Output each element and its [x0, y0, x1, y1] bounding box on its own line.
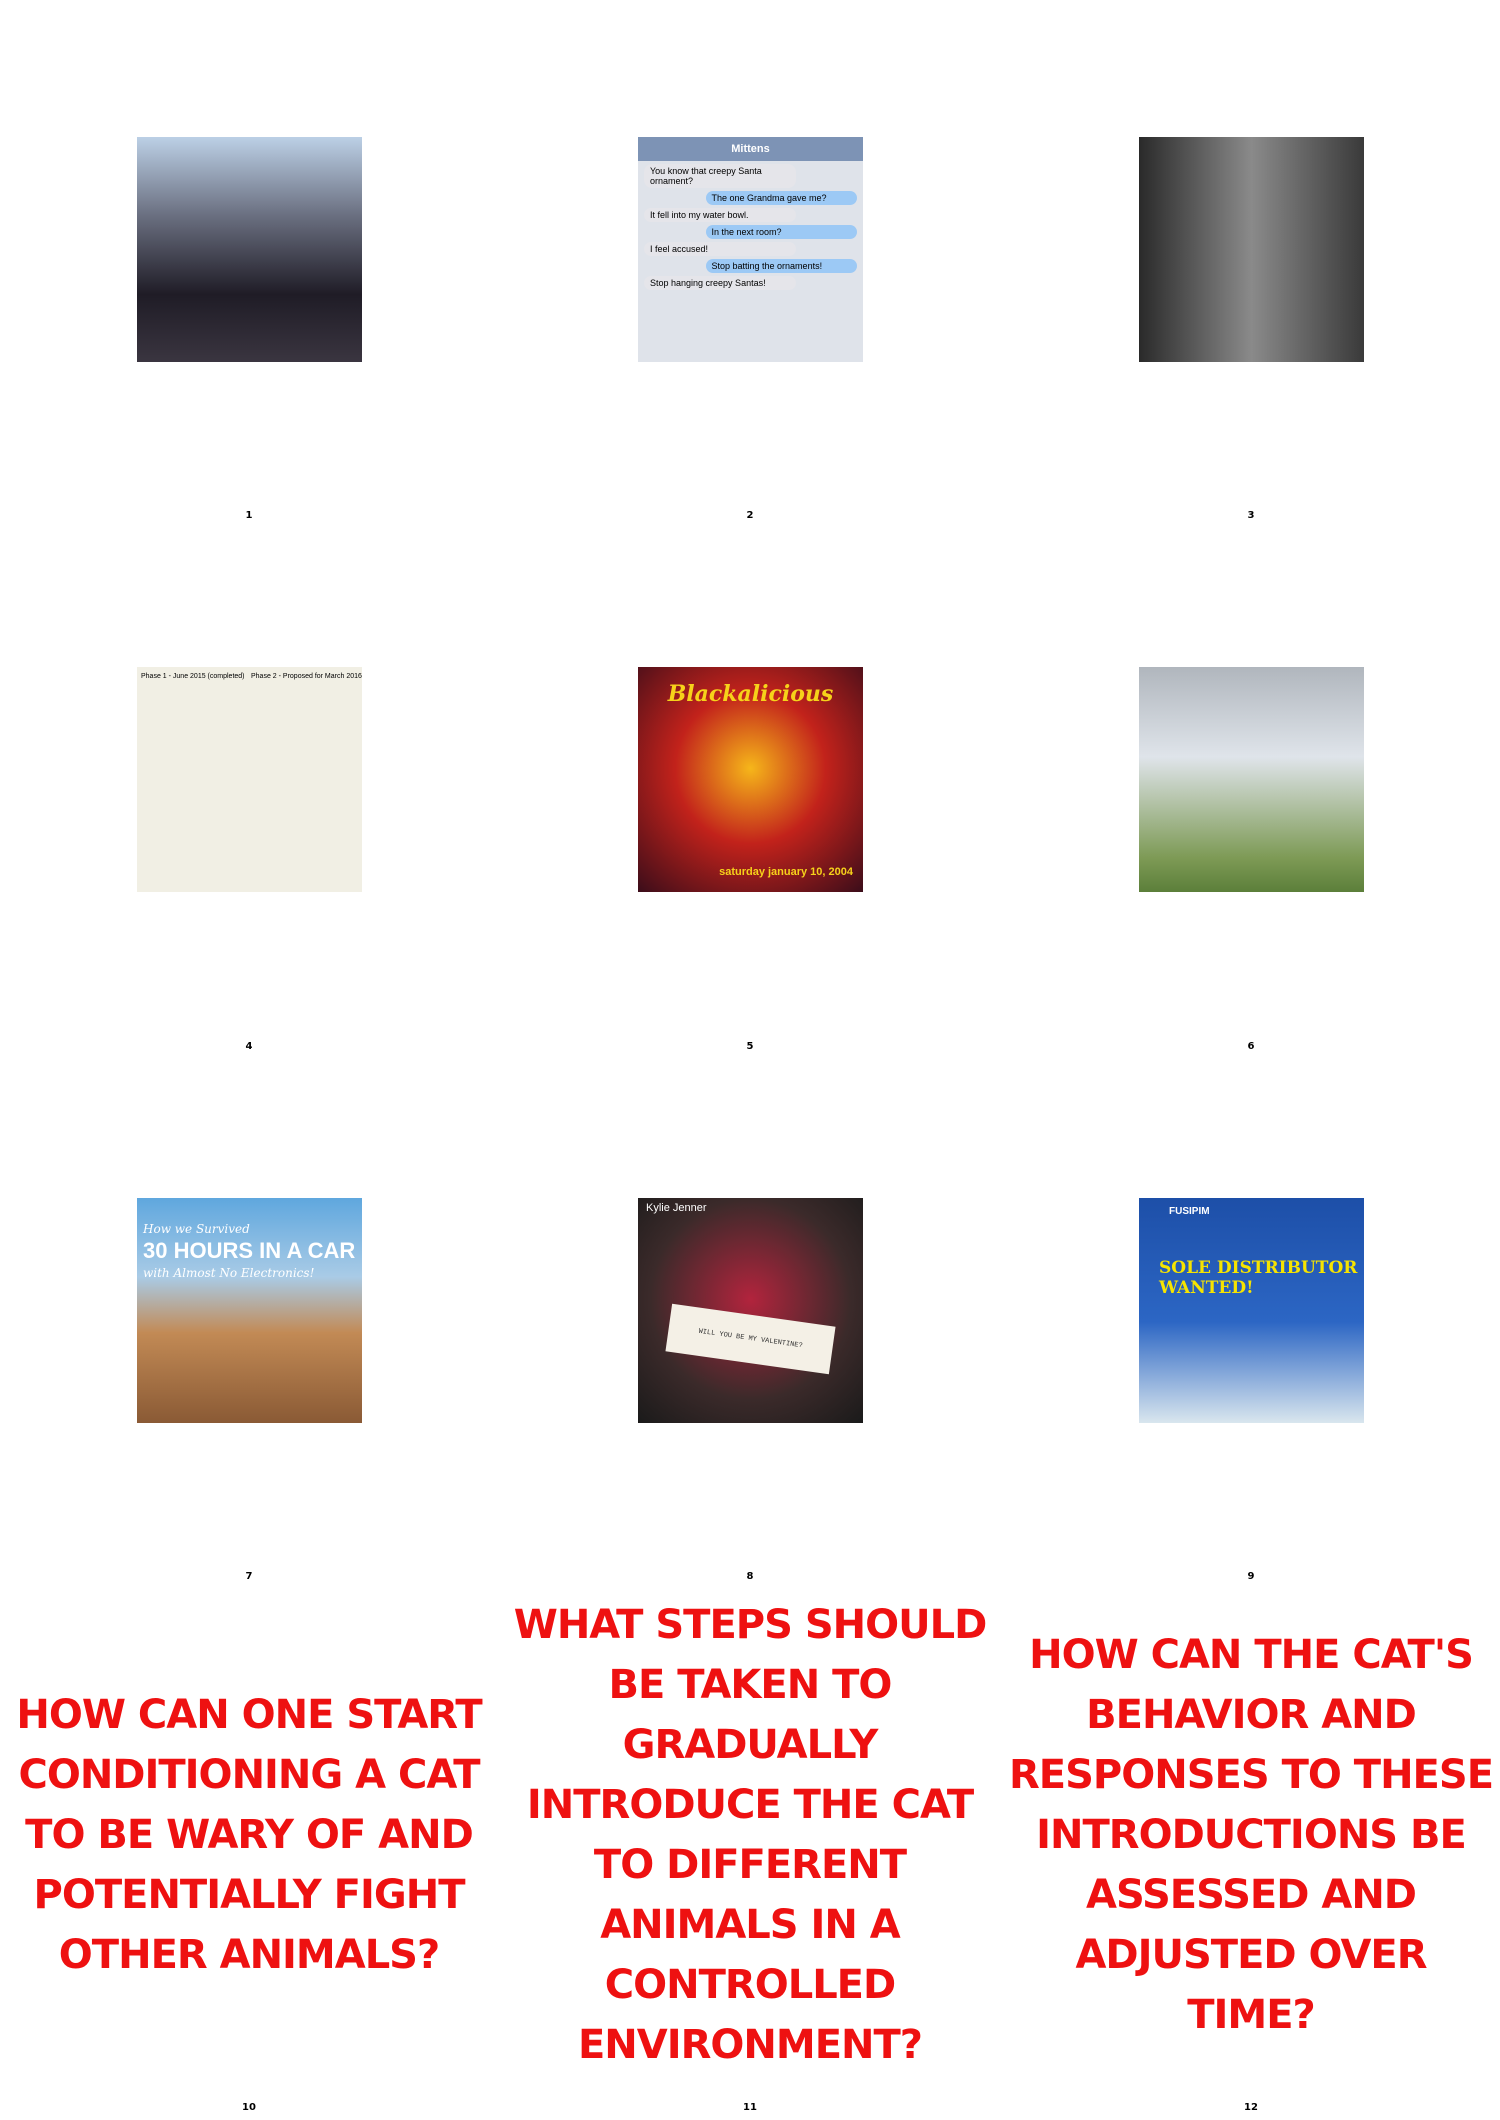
panel-number: 2	[746, 510, 754, 521]
thumbnail-image: Kylie Jenner WILL YOU BE MY VALENTINE?	[638, 1198, 863, 1423]
question-text: HOW CAN THE CAT'S BEHAVIOR AND RESPONSES…	[1008, 1632, 1494, 2038]
thumbnail-image: Phase 1 - June 2015 (completed) Phase 2 -…	[137, 667, 362, 892]
thumbnail-image: SOLE DISTRIBUTOR WANTED! FUSIPIM	[1139, 1198, 1364, 1423]
panel-number: 8	[746, 1571, 754, 1582]
thumbnail-image: 30 HOURS IN A CAR How we Survived with Alm…	[137, 1198, 362, 1423]
chat-bubble: You know that creepy Santa ornament?	[644, 164, 796, 188]
image-title: Blackalicious	[667, 681, 834, 707]
chat-bubble: The one Grandma gave me?	[705, 191, 857, 205]
question-text: WHAT STEPS SHOULD BE TAKEN TO GRADUALLY …	[513, 1602, 988, 2068]
question-text: HOW CAN ONE START CONDITIONING A CAT TO …	[16, 1692, 482, 1978]
panel-number: 5	[746, 1041, 754, 1052]
chat-bubble: It fell into my water bowl.	[644, 208, 796, 222]
thumbnail-image	[1139, 137, 1364, 362]
image-caption: Phase 1 - June 2015 (completed)	[141, 673, 245, 680]
image-title: 30 HOURS IN A CAR	[143, 1238, 356, 1263]
image-title: Kylie Jenner	[646, 1202, 707, 1214]
image-caption: How we Survived	[143, 1222, 250, 1236]
chat-bubble: I feel accused!	[644, 242, 796, 256]
panel-number: 10	[242, 2102, 256, 2113]
image-caption: with Almost No Electronics!	[143, 1266, 315, 1280]
panel-number: 7	[245, 1571, 253, 1582]
image-title: SOLE DISTRIBUTOR WANTED!	[1159, 1258, 1358, 1298]
chat-bubble: Stop batting the ornaments!	[705, 259, 857, 273]
thumbnail-image: Blackalicious saturday january 10, 2004	[638, 667, 863, 892]
panel-number: 12	[1244, 2102, 1258, 2113]
panel-number: 11	[743, 2102, 757, 2113]
image-caption: saturday january 10, 2004	[719, 866, 853, 878]
panel-number: 9	[1247, 1571, 1255, 1582]
panel-number: 1	[245, 510, 253, 521]
thumbnail-image	[1139, 667, 1364, 892]
panel-number: 4	[245, 1041, 253, 1052]
chat-bubble: In the next room?	[705, 225, 857, 239]
image-caption: WILL YOU BE MY VALENTINE?	[665, 1303, 836, 1375]
chat-header: Mittens	[638, 137, 863, 161]
chat-bubble: Stop hanging creepy Santas!	[644, 276, 796, 290]
thumbnail-image: Mittens You know that creepy Santa orname…	[638, 137, 863, 362]
image-caption: Phase 2 - Proposed for March 2016	[251, 673, 362, 680]
image-caption: FUSIPIM	[1169, 1206, 1210, 1217]
thumbnail-image	[137, 137, 362, 362]
panel-number: 6	[1247, 1041, 1255, 1052]
panel-number: 3	[1247, 510, 1255, 521]
